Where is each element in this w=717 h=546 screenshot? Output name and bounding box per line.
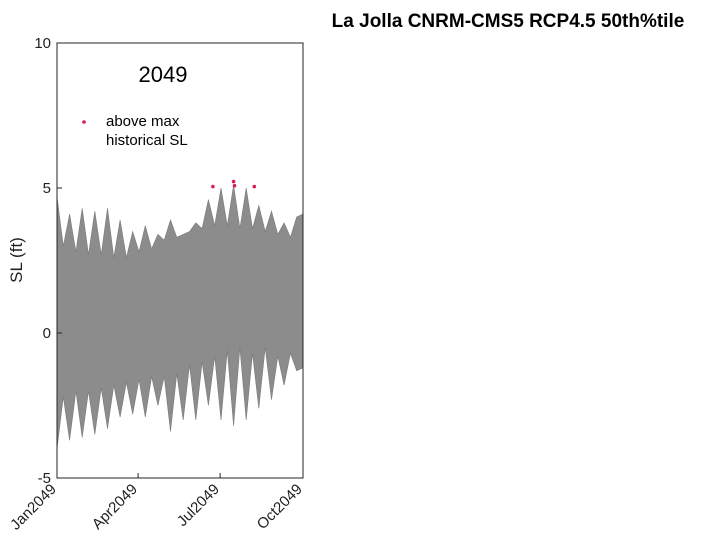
y-tick-label: 5: [43, 180, 51, 197]
legend: above max historical SL: [82, 113, 188, 149]
y-axis-label: SL (ft): [7, 237, 26, 283]
legend-label: above max: [106, 113, 180, 130]
above-max-point-3: [232, 183, 237, 188]
y-tick-label: 10: [34, 35, 51, 52]
above-max-point-1: [211, 184, 215, 189]
chart-title: La Jolla CNRM-CMS5 RCP4.5 50th%tile: [332, 11, 685, 32]
y-tick-label: 0: [43, 325, 51, 342]
x-tick-label: Apr2049: [89, 481, 141, 533]
plot-border: [56, 42, 304, 479]
legend-label: historical SL: [106, 132, 188, 149]
above-max-point-4: [252, 184, 257, 189]
legend-marker: [82, 120, 86, 124]
x-tick-label: Oct2049: [254, 481, 306, 533]
x-tick-label: Jan2049: [7, 481, 60, 534]
y-tick-label: -5: [38, 470, 51, 487]
x-tick-label: Jul2049: [174, 481, 223, 530]
above-max-point-2: [231, 179, 236, 184]
year-annotation: 2049: [139, 62, 188, 87]
